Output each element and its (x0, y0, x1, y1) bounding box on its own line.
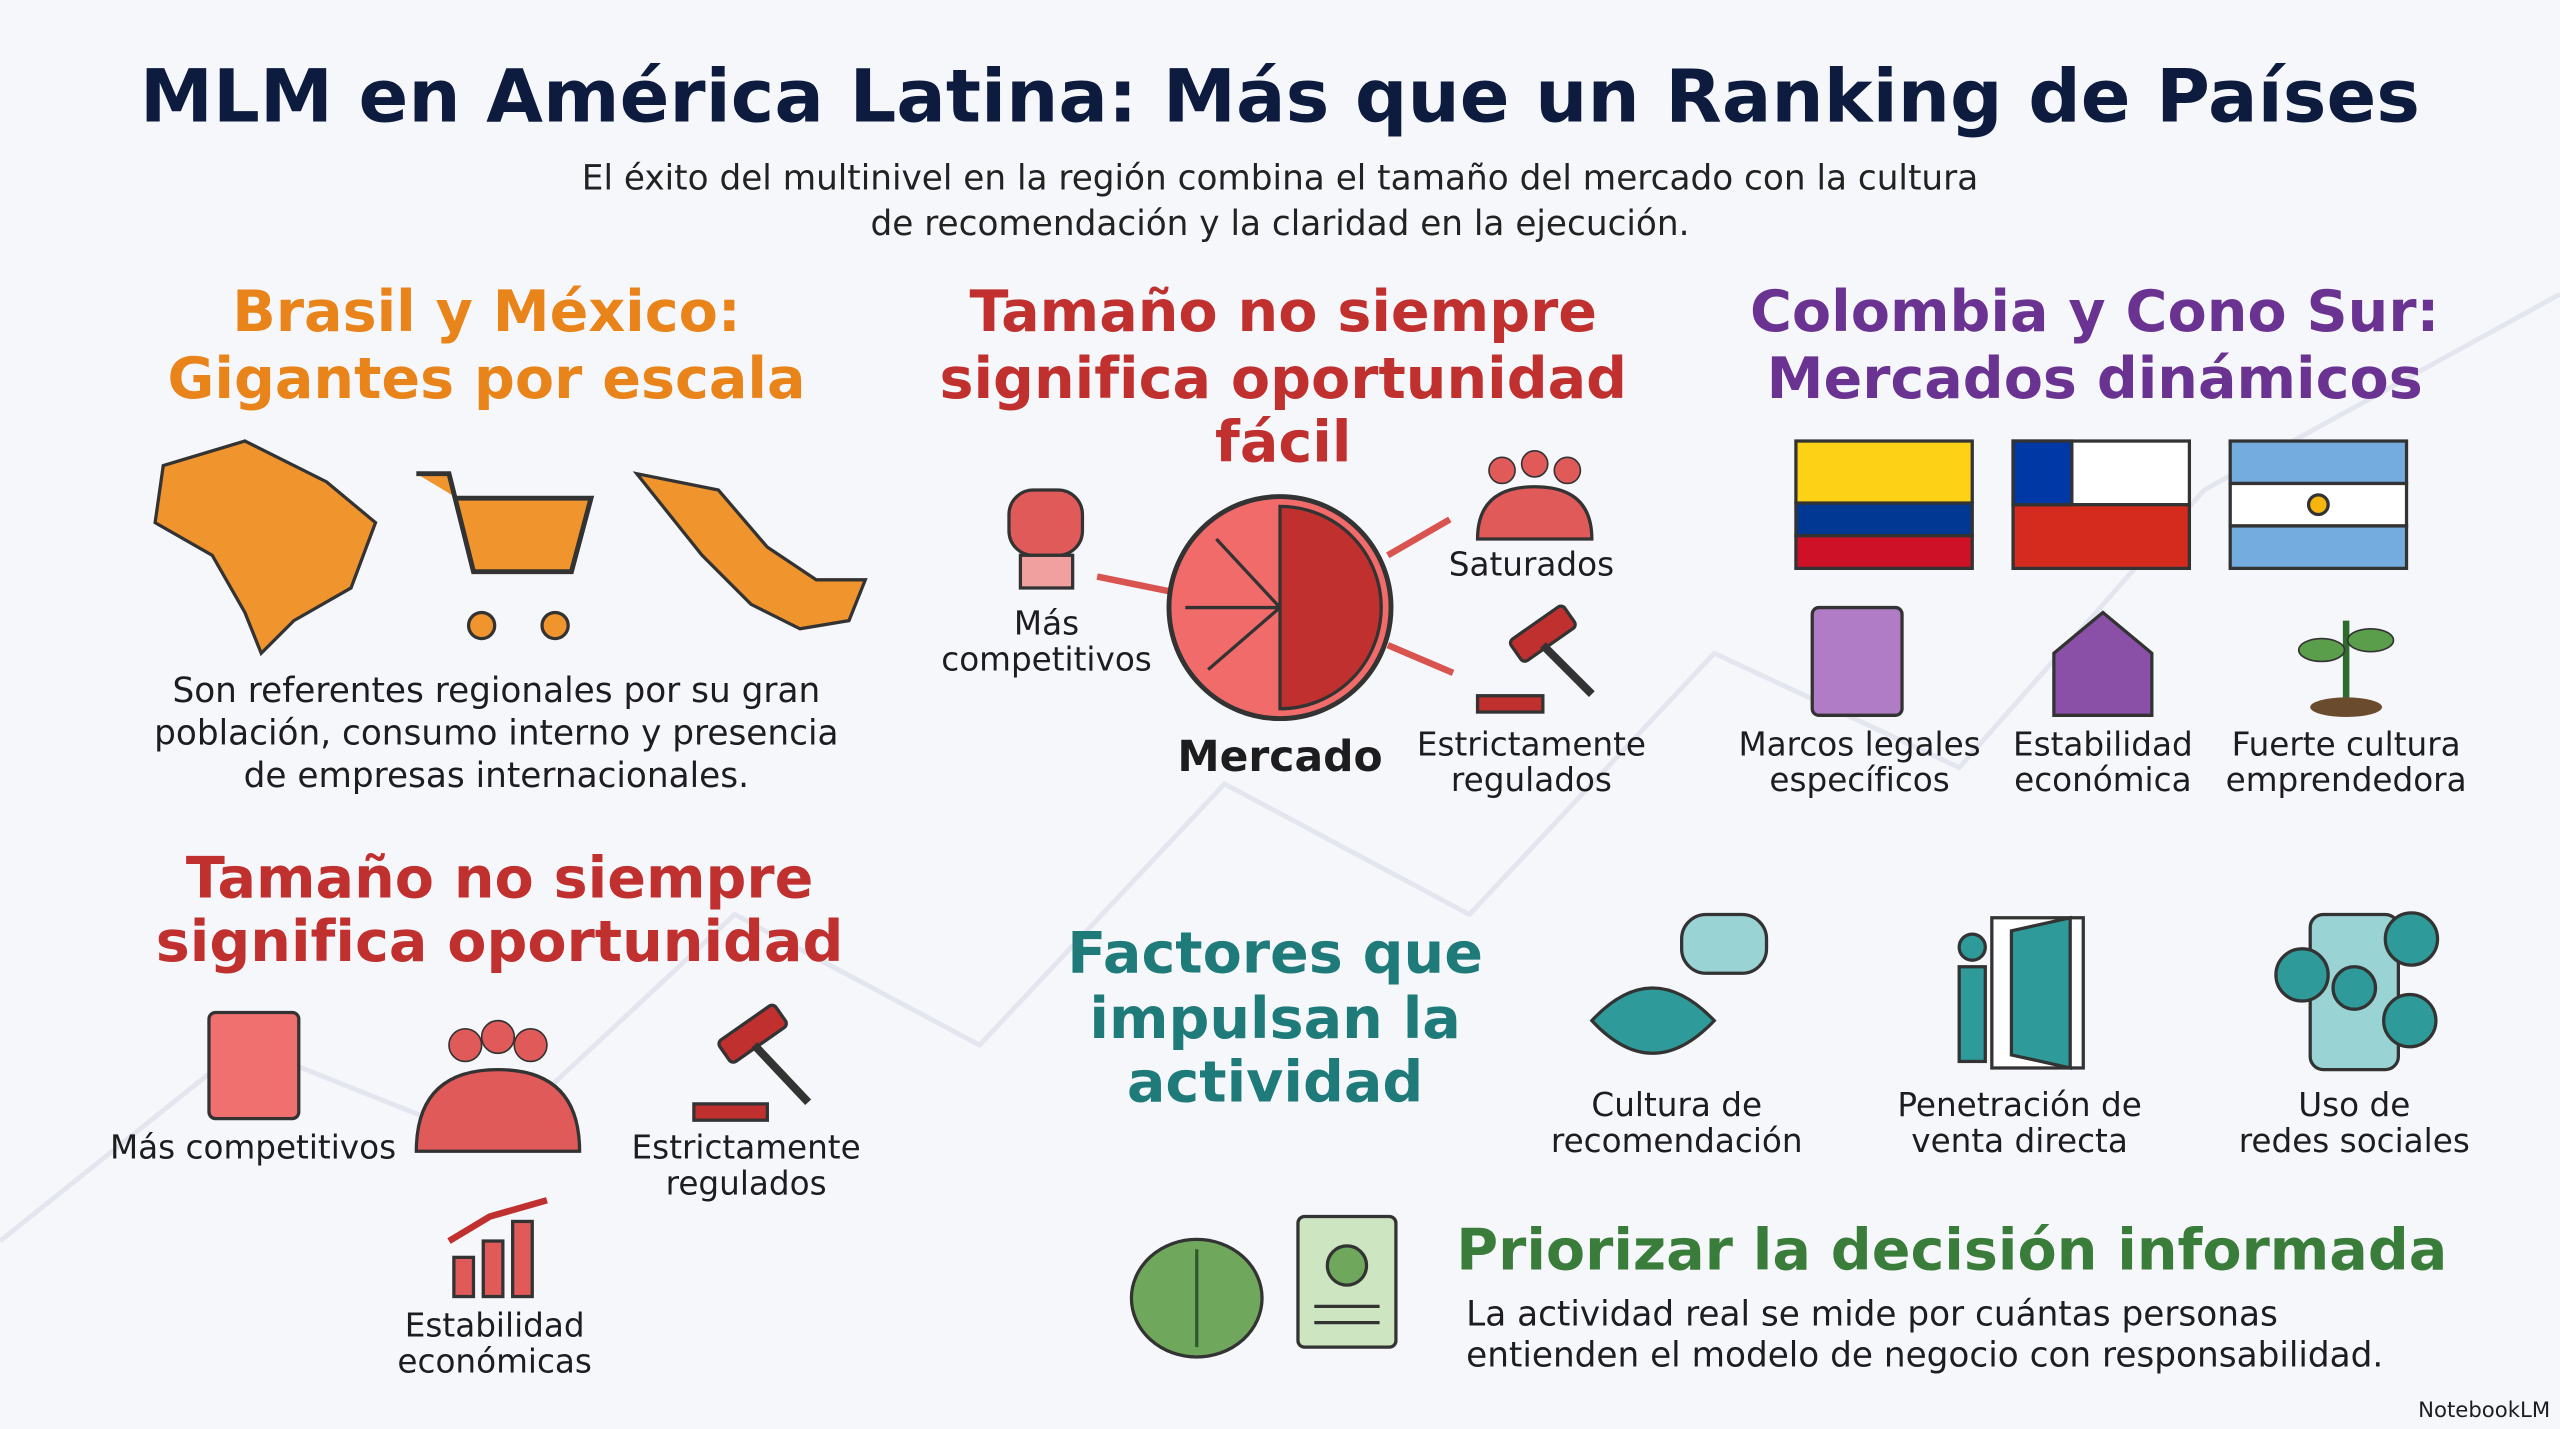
gavel-icon (692, 1003, 812, 1122)
brand: NotebookLM (2418, 1398, 2550, 1423)
section-text: población, consumo interno y presencia (154, 713, 838, 753)
section-text: entienden el modelo de negocio con respo… (1466, 1335, 2383, 1375)
label: Estabilidad (2013, 725, 2193, 763)
section-text: de empresas internacionales. (244, 756, 749, 796)
market-pie-icon (1096, 494, 1455, 722)
business-doc-icon (1296, 1214, 1398, 1349)
section-title: significa oportunidad (939, 346, 1627, 412)
label: emprendedora (2226, 761, 2467, 799)
section-title: actividad (1127, 1050, 1423, 1116)
gavel-icon (1475, 604, 1595, 714)
section-title: Factores que (1067, 921, 1483, 987)
label: Estrictamente (1417, 725, 1646, 763)
section-text: Son referentes regionales por su gran (172, 671, 820, 711)
section-title: fácil (1215, 410, 1351, 476)
label: Estrictamente (632, 1129, 861, 1167)
label: recomendación (1551, 1122, 1803, 1160)
document-icon (207, 1010, 301, 1121)
label: Estabilidad (405, 1307, 585, 1345)
label: Cultura de (1591, 1086, 1762, 1124)
section-title: impulsan la (1089, 986, 1460, 1052)
section-title: significa oportunidad (156, 909, 844, 975)
label: específicos (1769, 761, 1949, 799)
label: Saturados (1449, 546, 1614, 584)
center-label: Mercado (1177, 733, 1382, 782)
section-text: La actividad real se mide por cuántas pe… (1466, 1295, 2278, 1335)
section-title: Colombia y Cono Sur: (1750, 279, 2439, 345)
argentina-flag (2228, 439, 2409, 571)
section-title: Tamaño no siempre (186, 845, 813, 911)
brazil-icon (153, 439, 378, 657)
label: Uso de (2298, 1086, 2410, 1124)
label: Más competitivos (110, 1129, 396, 1167)
subtitle: El éxito del multinivel en la región com… (582, 158, 1978, 198)
growth-icon (447, 1197, 548, 1299)
section-title: Gigantes por escala (168, 346, 806, 412)
barn-icon (2052, 610, 2154, 717)
cart-icon (416, 471, 595, 641)
section-title: Priorizar la decisión informada (1456, 1218, 2447, 1284)
glove-icon (1007, 488, 1085, 590)
phone-icon (2274, 911, 2440, 1072)
crowd-icon (1475, 450, 1594, 541)
label: regulados (1451, 761, 1612, 799)
mexico-icon (632, 471, 868, 631)
colombia-flag (1794, 439, 1974, 571)
background-trend (0, 291, 2560, 1243)
label: económica (2014, 761, 2191, 799)
label: venta directa (1911, 1122, 2128, 1160)
chile-flag (2011, 439, 2192, 571)
section-title: Brasil y México: (232, 279, 740, 345)
crowd-icon (414, 1019, 582, 1153)
label: Marcos legales (1738, 725, 1980, 763)
label: Penetración de (1897, 1086, 2141, 1124)
title: MLM en América Latina: Más que un Rankin… (140, 54, 2420, 139)
label: competitivos (941, 640, 1152, 678)
speech-icon (1589, 912, 1769, 1055)
label: Más (1014, 605, 1079, 643)
label: Fuerte cultura (2232, 725, 2461, 763)
door-icon (1957, 915, 2085, 1071)
document-icon (1810, 605, 1904, 717)
label: regulados (666, 1165, 827, 1203)
label: económicas (397, 1342, 591, 1380)
section-title: Mercados dinámicos (1767, 346, 2423, 412)
subtitle: de recomendación y la claridad en la eje… (870, 204, 1689, 244)
section-title: Tamaño no siempre (970, 279, 1597, 345)
plant-icon (2297, 620, 2395, 717)
label: redes sociales (2239, 1122, 2470, 1160)
brain-icon (1129, 1237, 1264, 1359)
